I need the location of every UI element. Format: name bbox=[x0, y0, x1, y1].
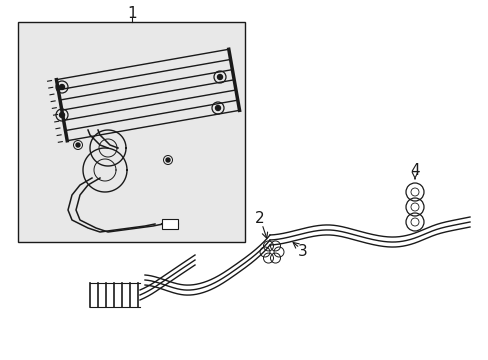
Circle shape bbox=[60, 113, 64, 117]
Circle shape bbox=[76, 143, 80, 147]
Text: 1: 1 bbox=[127, 5, 137, 21]
Circle shape bbox=[60, 85, 64, 90]
Circle shape bbox=[217, 75, 222, 80]
Text: 3: 3 bbox=[298, 244, 307, 260]
Text: 2: 2 bbox=[255, 211, 264, 225]
Bar bbox=[18, 22, 244, 242]
Text: 4: 4 bbox=[409, 162, 419, 177]
Circle shape bbox=[215, 105, 220, 111]
Bar bbox=[162, 219, 178, 229]
Circle shape bbox=[165, 158, 170, 162]
